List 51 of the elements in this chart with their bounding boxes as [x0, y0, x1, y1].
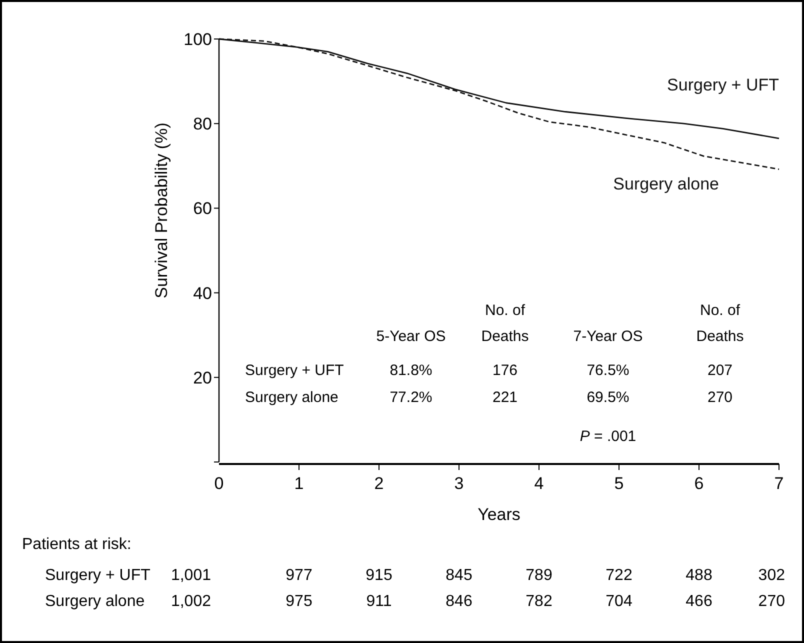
annotation: 5-Year OS	[376, 328, 446, 345]
text: Surgery alone	[45, 593, 145, 610]
text: 915	[366, 567, 392, 584]
text: 270	[758, 593, 786, 610]
x-tick-label: 1	[294, 474, 304, 493]
text: 977	[286, 567, 312, 584]
annotation: No. of Deaths	[696, 302, 744, 345]
annotation: Surgery alone	[245, 389, 338, 406]
text: 1,001	[170, 567, 212, 584]
annotation: Surgery + UFT	[245, 362, 344, 379]
x-tick-label: 4	[534, 474, 544, 493]
annotation: 7-Year OS	[573, 328, 643, 345]
annotation: 76.5%	[586, 362, 630, 379]
y-tick-label: 60	[193, 199, 212, 218]
text: Patients at risk:	[22, 536, 132, 553]
series-label: Surgery + UFT	[667, 75, 779, 94]
y-axis-title: Survival Probability (%)	[152, 122, 171, 298]
x-tick-label: 2	[374, 474, 384, 493]
x-tick-label: 5	[614, 474, 624, 493]
text: 1,002	[170, 593, 212, 610]
annotation: 69.5%	[586, 389, 630, 406]
annotation: 221	[492, 389, 518, 406]
annotation: 77.2%	[390, 389, 432, 406]
text: 911	[366, 593, 392, 610]
x-tick-label: 7	[774, 474, 784, 493]
text: 975	[286, 593, 312, 610]
x-tick-label: 3	[454, 474, 464, 493]
text: 302	[758, 567, 786, 584]
annotation: 270	[707, 389, 733, 406]
y-tick-label: 80	[193, 114, 212, 134]
annotation: No. of Deaths	[481, 302, 529, 345]
y-tick-label: 40	[193, 284, 212, 303]
annotation: 176	[492, 362, 518, 379]
text: 722	[606, 567, 632, 584]
text: 789	[526, 567, 552, 584]
text: Surgery + UFT	[45, 567, 151, 584]
x-tick-label: 6	[694, 474, 704, 493]
text: 846	[446, 593, 472, 610]
x-tick-label: 0	[214, 474, 224, 493]
y-tick-label: 20	[193, 368, 212, 388]
text: 488	[686, 567, 712, 584]
annotation: P = .001	[580, 428, 636, 445]
text: 845	[446, 567, 472, 584]
text: 466	[686, 593, 712, 610]
y-tick-label: 100	[184, 30, 212, 49]
text: 704	[606, 593, 632, 610]
annotation: 81.8%	[390, 362, 432, 379]
annotation: 207	[707, 362, 733, 379]
text: 782	[526, 593, 552, 610]
series-label: Surgery alone	[613, 174, 719, 194]
x-axis-title: Years	[478, 505, 520, 524]
